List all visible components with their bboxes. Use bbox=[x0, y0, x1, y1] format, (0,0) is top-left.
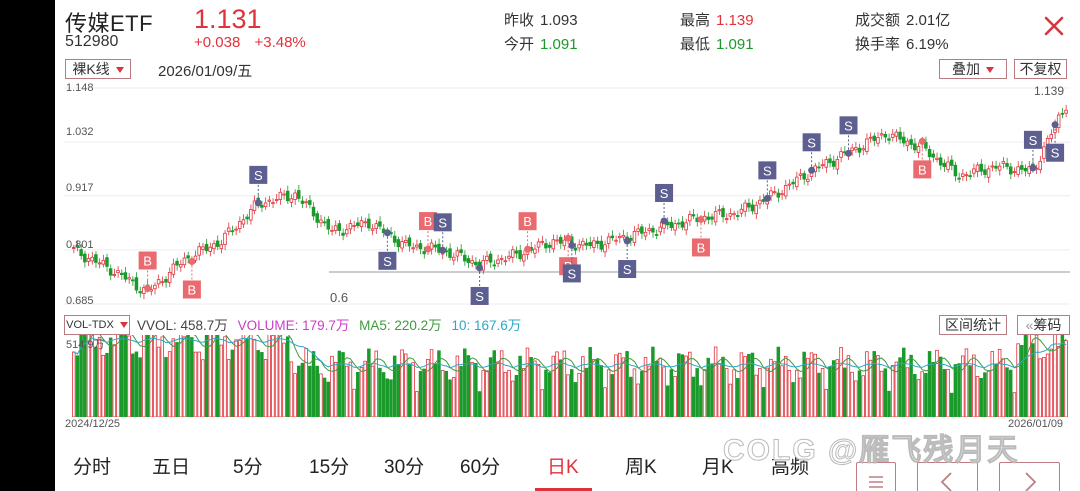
tab-5min[interactable]: 5分 bbox=[233, 457, 263, 478]
svg-text:S: S bbox=[623, 262, 632, 277]
tab-intraday[interactable]: 分时 bbox=[73, 457, 112, 478]
change-value: +0.038 bbox=[194, 34, 241, 51]
next-button[interactable] bbox=[999, 462, 1060, 491]
active-tab-underline bbox=[535, 488, 592, 491]
svg-text:S: S bbox=[844, 118, 853, 133]
volume-bars bbox=[71, 322, 1068, 418]
price-change: +0.038 +3.48% bbox=[194, 34, 316, 51]
y-axis-label: 0.801 bbox=[66, 239, 94, 251]
dropdown-arrow-icon bbox=[115, 67, 124, 74]
high-price-marker: 1.139 bbox=[1034, 84, 1065, 98]
svg-text:S: S bbox=[254, 168, 263, 183]
y-axis-max: 1.148 bbox=[66, 82, 94, 94]
prev-button[interactable] bbox=[917, 462, 978, 491]
stat-turnover-rate: 换手率 6.19% bbox=[855, 36, 949, 53]
ma10-value: 10: 167.6万 bbox=[451, 318, 522, 333]
y-axis-label: 1.032 bbox=[66, 126, 94, 138]
volume-max-label: 514.9万 bbox=[66, 339, 105, 351]
kline-type-dropdown[interactable]: 裸K线 bbox=[65, 59, 131, 79]
tab-30min[interactable]: 30分 bbox=[384, 457, 425, 478]
volume-value: VOLUME: 179.7万 bbox=[237, 318, 350, 333]
svg-text:B: B bbox=[523, 214, 532, 229]
security-name: 传媒ETF bbox=[65, 11, 154, 36]
stat-open: 今开 1.091 bbox=[504, 36, 578, 53]
tab-15min[interactable]: 15分 bbox=[309, 457, 350, 478]
y-axis-min: 0.685 bbox=[66, 295, 94, 307]
close-x-icon bbox=[1044, 16, 1064, 36]
svg-text:S: S bbox=[383, 254, 392, 269]
security-code: 512980 bbox=[65, 33, 119, 50]
tab-high-frequency[interactable]: 高频 bbox=[771, 457, 810, 478]
change-percent: +3.48% bbox=[254, 34, 306, 51]
price-kline-chart[interactable]: BBSSBSSBBSBSSSBSSSS 1.148 1.032 0.917 0.… bbox=[64, 82, 1070, 310]
chevron-left-icon bbox=[940, 472, 952, 491]
svg-text:B: B bbox=[918, 162, 927, 177]
svg-text:S: S bbox=[475, 289, 484, 304]
start-date-label: 2024/12/25 bbox=[65, 418, 121, 430]
adjust-mode-button[interactable]: 不复权 bbox=[1014, 59, 1067, 79]
low-price-marker: 0.6 bbox=[330, 290, 349, 305]
last-price: 1.131 bbox=[194, 4, 262, 34]
svg-text:B: B bbox=[697, 240, 706, 255]
chips-button[interactable]: «筹码 bbox=[1017, 315, 1070, 335]
tab-five-day[interactable]: 五日 bbox=[152, 457, 191, 478]
menu-button[interactable] bbox=[856, 462, 896, 491]
svg-text:S: S bbox=[660, 186, 669, 201]
menu-icon bbox=[869, 476, 883, 488]
stat-prev-close: 昨收 1.093 bbox=[504, 12, 578, 29]
vvol-value: VVOL: 458.7万 bbox=[137, 318, 228, 333]
double-chevron-left-icon: « bbox=[1025, 317, 1034, 333]
svg-text:B: B bbox=[424, 214, 433, 229]
svg-text:S: S bbox=[1051, 146, 1060, 161]
stat-low: 最低 1.091 bbox=[680, 36, 754, 53]
indicator-values: VVOL: 458.7万 VOLUME: 179.7万 MA5: 220.2万 … bbox=[137, 314, 527, 334]
volume-chart[interactable]: 514.9万 bbox=[64, 322, 1070, 418]
svg-text:B: B bbox=[143, 254, 152, 269]
chevron-right-icon bbox=[1025, 472, 1037, 491]
overlay-dropdown[interactable]: 叠加 bbox=[939, 59, 1007, 79]
end-date-label: 2026/01/09 bbox=[1008, 418, 1064, 430]
tab-daily-k[interactable]: 日K bbox=[547, 457, 579, 478]
ma5-value: MA5: 220.2万 bbox=[359, 318, 442, 333]
svg-text:S: S bbox=[763, 163, 772, 178]
period-tabs: 分时 五日 5分 15分 30分 60分 日K 周K 月K 高频 bbox=[55, 440, 1080, 491]
dropdown-arrow-icon bbox=[119, 322, 128, 329]
stat-turnover-amount: 成交额 2.01亿 bbox=[855, 12, 951, 29]
tab-60min[interactable]: 60分 bbox=[460, 457, 501, 478]
stat-high: 最高 1.139 bbox=[680, 12, 754, 29]
tab-monthly-k[interactable]: 月K bbox=[702, 457, 734, 478]
svg-text:S: S bbox=[1029, 133, 1038, 148]
range-stats-button[interactable]: 区间统计 bbox=[939, 315, 1007, 335]
svg-text:S: S bbox=[807, 135, 816, 150]
cursor-date: 2026/01/09/五 bbox=[158, 63, 253, 80]
y-axis-label: 0.917 bbox=[66, 182, 94, 194]
svg-text:S: S bbox=[568, 266, 577, 281]
tab-weekly-k[interactable]: 周K bbox=[625, 457, 657, 478]
candlestick-plot: BBSSBSSBBSBSSSBSSSS bbox=[64, 87, 1070, 305]
indicator-dropdown[interactable]: VOL-TDX bbox=[64, 315, 130, 335]
dropdown-arrow-icon bbox=[986, 67, 994, 74]
stock-detail-screen: 传媒ETF 512980 1.131 +0.038 +3.48% 昨收 1.093… bbox=[55, 0, 1080, 491]
svg-text:S: S bbox=[438, 215, 447, 230]
svg-text:B: B bbox=[188, 282, 197, 297]
close-button[interactable] bbox=[1042, 14, 1066, 38]
